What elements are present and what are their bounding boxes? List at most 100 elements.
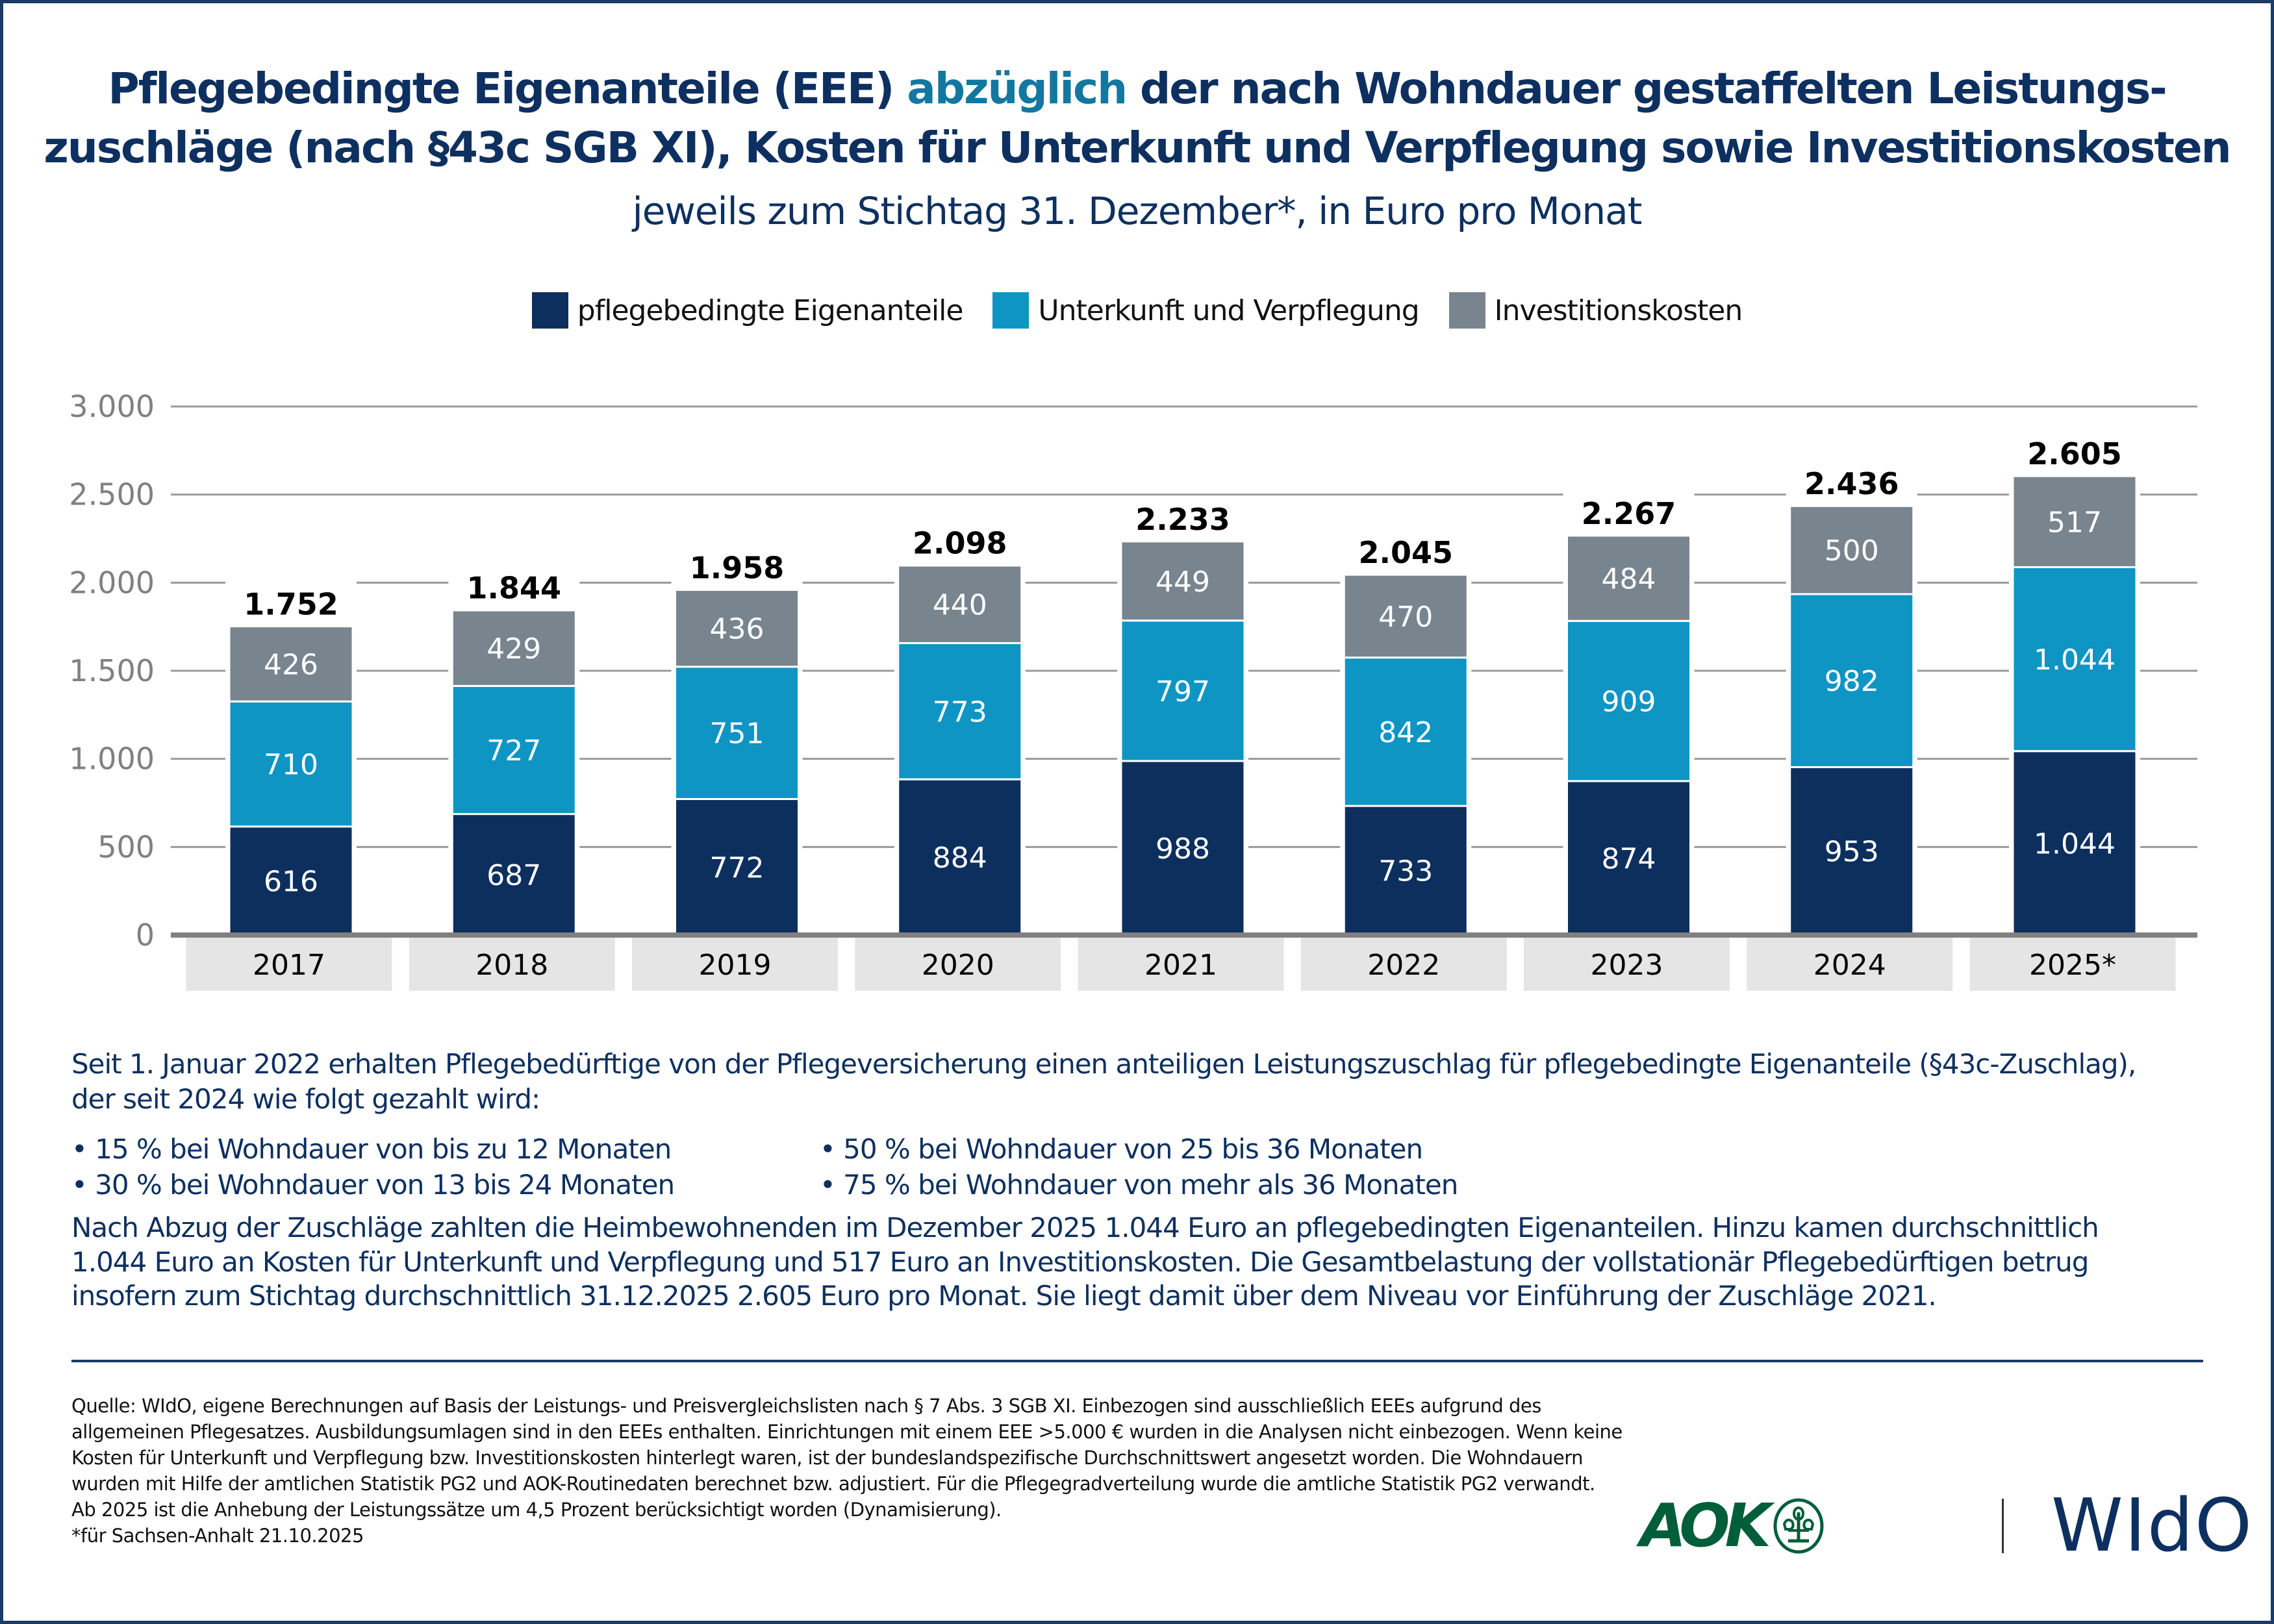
x-category-box xyxy=(1747,938,1953,991)
segment-value-label: 733 xyxy=(1378,855,1433,888)
chart-subtitle: jeweils zum Stichtag 31. Dezember*, in E… xyxy=(632,189,1643,233)
bar-segment-pflege xyxy=(897,778,1023,936)
bar-segment-investition xyxy=(2012,475,2138,568)
footer-divider xyxy=(71,1360,2203,1362)
total-value-label: 1.752 xyxy=(244,587,338,622)
y-tick-label: 500 xyxy=(97,829,155,864)
bar-segment-unterkunft xyxy=(228,700,354,828)
segment-value-label: 470 xyxy=(1378,601,1433,634)
bar-segment-unterkunft xyxy=(2012,566,2138,753)
y-tick-label: 2.500 xyxy=(69,477,155,512)
chart-title-line-1: Pflegebedingte Eigenanteile (EEE) abzügl… xyxy=(0,60,2274,118)
title-part-1: Pflegebedingte Eigenanteile (EEE) xyxy=(108,64,907,114)
legend-label: Unterkunft und Verpflegung xyxy=(1038,294,1419,327)
bar-segment-investition xyxy=(897,564,1023,644)
bar-segment-pflege xyxy=(1120,760,1246,936)
x-axis-line xyxy=(171,932,2197,938)
y-tick-label: 2.000 xyxy=(69,565,155,600)
summary-text-line-1: Nach Abzug der Zuschläge zahlten die Hei… xyxy=(71,1212,2099,1243)
aok-logo: AOK xyxy=(1640,1491,1825,1560)
y-tick-label: 3.000 xyxy=(69,389,155,424)
legend-label: Investitionskosten xyxy=(1494,294,1743,327)
bar-segment-investition xyxy=(1566,534,1691,622)
x-tick-label: 2017 xyxy=(253,949,325,982)
x-category-box xyxy=(409,938,615,991)
bar-segment-unterkunft xyxy=(451,684,577,816)
summary-text-line-2: 1.044 Euro an Kosten für Unterkunft und … xyxy=(71,1246,2089,1278)
segment-value-label: 909 xyxy=(1602,686,1656,719)
total-value-label: 2.267 xyxy=(1582,496,1676,531)
x-tick-label: 2022 xyxy=(1367,949,1440,982)
segment-value-label: 436 xyxy=(710,613,764,646)
legend-item-pflege: pflegebedingte Eigenanteile xyxy=(531,292,963,329)
bar-segment-unterkunft xyxy=(897,642,1023,781)
y-tick-label: 0 xyxy=(136,918,155,953)
x-category-box xyxy=(1300,938,1507,991)
logo-divider xyxy=(2002,1499,2004,1553)
segment-value-label: 1.044 xyxy=(2034,827,2116,860)
stacked-bar-chart: 0 500 1.000 1.500 2.000 2.500 3.000 616 710 426 1… xyxy=(69,389,2197,991)
total-value-label: 2.098 xyxy=(913,526,1007,561)
title-part-2: der nach Wohndauer gestaffelten Leistung… xyxy=(1126,64,2167,114)
segment-value-label: 773 xyxy=(933,695,987,729)
bar-segment-unterkunft xyxy=(1566,619,1691,782)
aok-wordmark: AOK xyxy=(1640,1491,1771,1560)
title-accent-word: abzüglich xyxy=(907,64,1128,114)
intro-text-line-2: der seit 2024 wie folgt gezahlt wird: xyxy=(71,1083,540,1115)
x-category-box xyxy=(632,938,838,991)
bar-segment-investition xyxy=(228,625,354,703)
segment-value-label: 772 xyxy=(710,851,764,884)
bar-segment-investition xyxy=(1789,505,1915,595)
x-tick-label: 2024 xyxy=(1813,949,1886,982)
x-category-box xyxy=(855,938,1061,991)
bar-segment-unterkunft xyxy=(1120,619,1246,762)
total-value-label: 2.233 xyxy=(1135,502,1230,537)
x-category-box xyxy=(186,938,392,991)
x-tick-label: 2018 xyxy=(475,949,548,982)
bar-segment-pflege xyxy=(1566,780,1691,936)
footnote-line: *für Sachsen-Anhalt 21.10.2025 xyxy=(71,1525,364,1547)
segment-value-label: 751 xyxy=(710,718,764,751)
aok-tree-icon xyxy=(1773,1498,1824,1554)
x-category-box xyxy=(1524,938,1730,991)
y-axis-ticks: 0 500 1.000 1.500 2.000 2.500 3.000 xyxy=(69,389,155,953)
legend: pflegebedingte Eigenanteile Unterkunft u… xyxy=(0,292,2274,329)
segment-value-label: 616 xyxy=(264,865,318,898)
segment-value-label: 1.044 xyxy=(2034,643,2116,677)
bar-segment-investition xyxy=(451,609,577,687)
segment-value-label: 449 xyxy=(1156,566,1210,599)
total-value-label: 1.958 xyxy=(690,551,785,586)
intro-text-line-1: Seit 1. Januar 2022 erhalten Pflegebedür… xyxy=(71,1048,2136,1080)
bar-segment-investition xyxy=(1120,540,1246,622)
source-note-line: Ab 2025 ist die Anhebung der Leistungssä… xyxy=(71,1499,1002,1521)
bar-segment-investition xyxy=(674,588,800,668)
legend-item-unterkunft: Unterkunft und Verpflegung xyxy=(992,292,1420,329)
segment-value-label: 517 xyxy=(2047,506,2102,539)
segment-value-label: 842 xyxy=(1378,716,1433,749)
y-tick-label: 1.000 xyxy=(69,742,155,777)
bar-segment-pflege xyxy=(1343,805,1469,936)
bullet-item: • 75 % bei Wohndauer von mehr als 36 Mon… xyxy=(820,1169,1458,1201)
segment-value-label: 874 xyxy=(1602,842,1656,875)
chart-title-line-2: zuschläge (nach §43c SGB XI), Kosten für… xyxy=(44,123,2231,173)
total-value-label: 2.436 xyxy=(1804,466,1899,501)
x-tick-label: 2021 xyxy=(1144,949,1217,982)
x-tick-label: 2019 xyxy=(699,949,772,982)
legend-item-investition: Investitionskosten xyxy=(1448,292,1743,329)
bullet-item: • 30 % bei Wohndauer von 13 bis 24 Monat… xyxy=(71,1169,675,1201)
bar-segment-unterkunft xyxy=(1343,656,1469,807)
total-value-label: 2.605 xyxy=(2027,436,2122,471)
y-tick-label: 1.500 xyxy=(69,653,155,688)
legend-swatch-investition xyxy=(1448,292,1485,329)
x-axis-labels: 2017 2018 2019 2020 2021 2022 2023 2024 2025* xyxy=(186,938,2176,991)
segment-value-label: 484 xyxy=(1602,563,1656,596)
segment-value-label: 982 xyxy=(1825,665,1879,698)
total-value-label: 2.045 xyxy=(1358,535,1453,570)
bar-segment-pflege xyxy=(1789,766,1915,936)
segment-value-label: 426 xyxy=(264,648,318,681)
segment-value-label: 500 xyxy=(1825,534,1879,568)
segment-value-label: 884 xyxy=(933,842,987,875)
x-tick-label: 2025* xyxy=(2029,949,2116,982)
bar-segment-unterkunft xyxy=(1789,593,1915,768)
segment-value-label: 710 xyxy=(264,749,318,782)
